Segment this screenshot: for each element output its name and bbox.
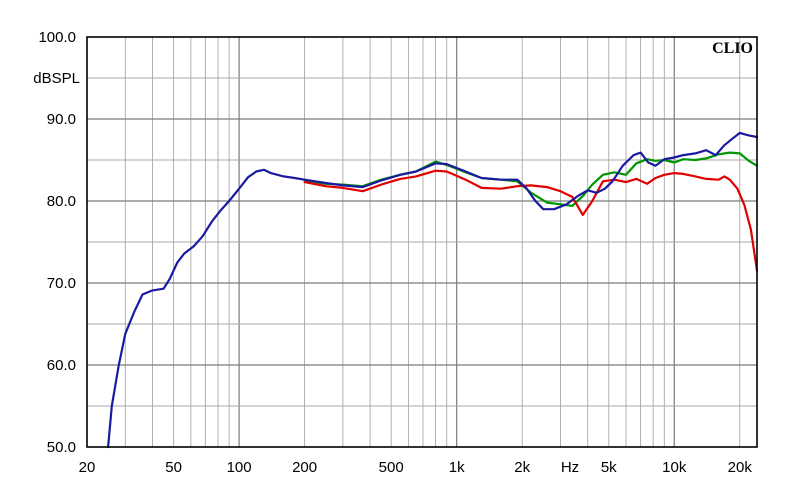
series-line-2 [303,169,759,272]
x-tick-label: 5k [601,459,617,476]
x-tick-label: 20k [728,459,753,476]
series-lines [106,131,759,449]
x-axis-unit-label: Hz [561,459,579,476]
y-tick-label: 70.0 [47,275,76,292]
clio-brand-label: CLIO [712,40,753,57]
y-tick-label: 90.0 [47,111,76,128]
y-tick-label: 80.0 [47,193,76,210]
x-tick-label: 500 [379,459,404,476]
x-tick-label: 50 [165,459,182,476]
series-line-3 [106,131,759,449]
y-tick-label: 50.0 [47,439,76,456]
y-axis-unit-label: dBSPL [33,70,80,87]
x-tick-label: 2k [514,459,530,476]
x-tick-label: 100 [227,459,252,476]
y-tick-label: 60.0 [47,357,76,374]
grid-lines [87,37,757,447]
x-tick-label: 10k [662,459,687,476]
y-tick-label: 100.0 [38,29,76,46]
x-tick-label: 200 [292,459,317,476]
y-tick-labels: 50.0 60.0 70.0 80.0 90.0 100.0 [38,29,76,456]
x-tick-label: 20 [79,459,96,476]
x-tick-label: 1k [449,459,465,476]
x-tick-labels: 20 50 100 200 500 1k 2k 5k 10k 20k [79,459,753,476]
plot-border [86,36,758,448]
